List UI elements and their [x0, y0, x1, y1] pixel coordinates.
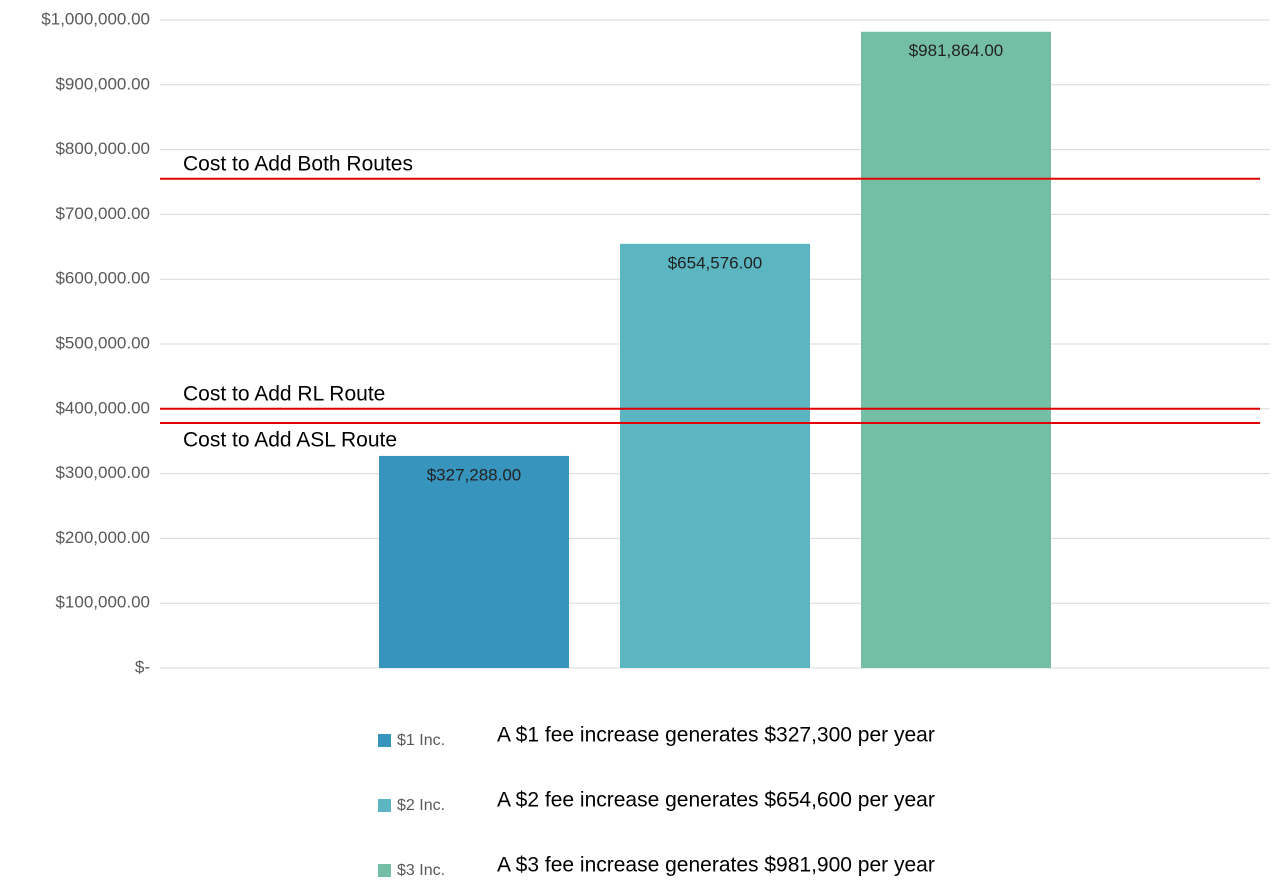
data-label: $654,576.00 — [668, 253, 763, 272]
y-tick-label: $800,000.00 — [55, 139, 150, 158]
legend-swatch — [378, 734, 391, 747]
legend-note: A $2 fee increase generates $654,600 per… — [497, 789, 935, 812]
y-tick-label: $1,000,000.00 — [41, 9, 150, 28]
y-tick-label: $600,000.00 — [55, 269, 150, 288]
reference-label: Cost to Add ASL Route — [183, 429, 397, 452]
legend-label: $1 Inc. — [397, 732, 445, 749]
reference-label: Cost to Add RL Route — [183, 382, 385, 405]
bar — [379, 455, 569, 668]
legend-label: $3 Inc. — [397, 862, 445, 879]
y-tick-label: $400,000.00 — [55, 398, 150, 417]
bar — [620, 243, 810, 668]
legend-note: A $3 fee increase generates $981,900 per… — [497, 854, 935, 877]
legend-swatch — [378, 864, 391, 877]
y-tick-label: $200,000.00 — [55, 528, 150, 547]
y-tick-label: $700,000.00 — [55, 204, 150, 223]
legend-note: A $1 fee increase generates $327,300 per… — [497, 724, 935, 747]
y-tick-label: $100,000.00 — [55, 593, 150, 612]
y-tick-label: $- — [135, 657, 150, 676]
reference-label: Cost to Add Both Routes — [183, 152, 413, 175]
data-label: $327,288.00 — [427, 465, 522, 484]
y-tick-label: $500,000.00 — [55, 333, 150, 352]
y-tick-label: $900,000.00 — [55, 74, 150, 93]
bar — [861, 31, 1051, 668]
legend-label: $2 Inc. — [397, 797, 445, 814]
y-tick-label: $300,000.00 — [55, 463, 150, 482]
legend-swatch — [378, 799, 391, 812]
data-label: $981,864.00 — [909, 41, 1004, 60]
